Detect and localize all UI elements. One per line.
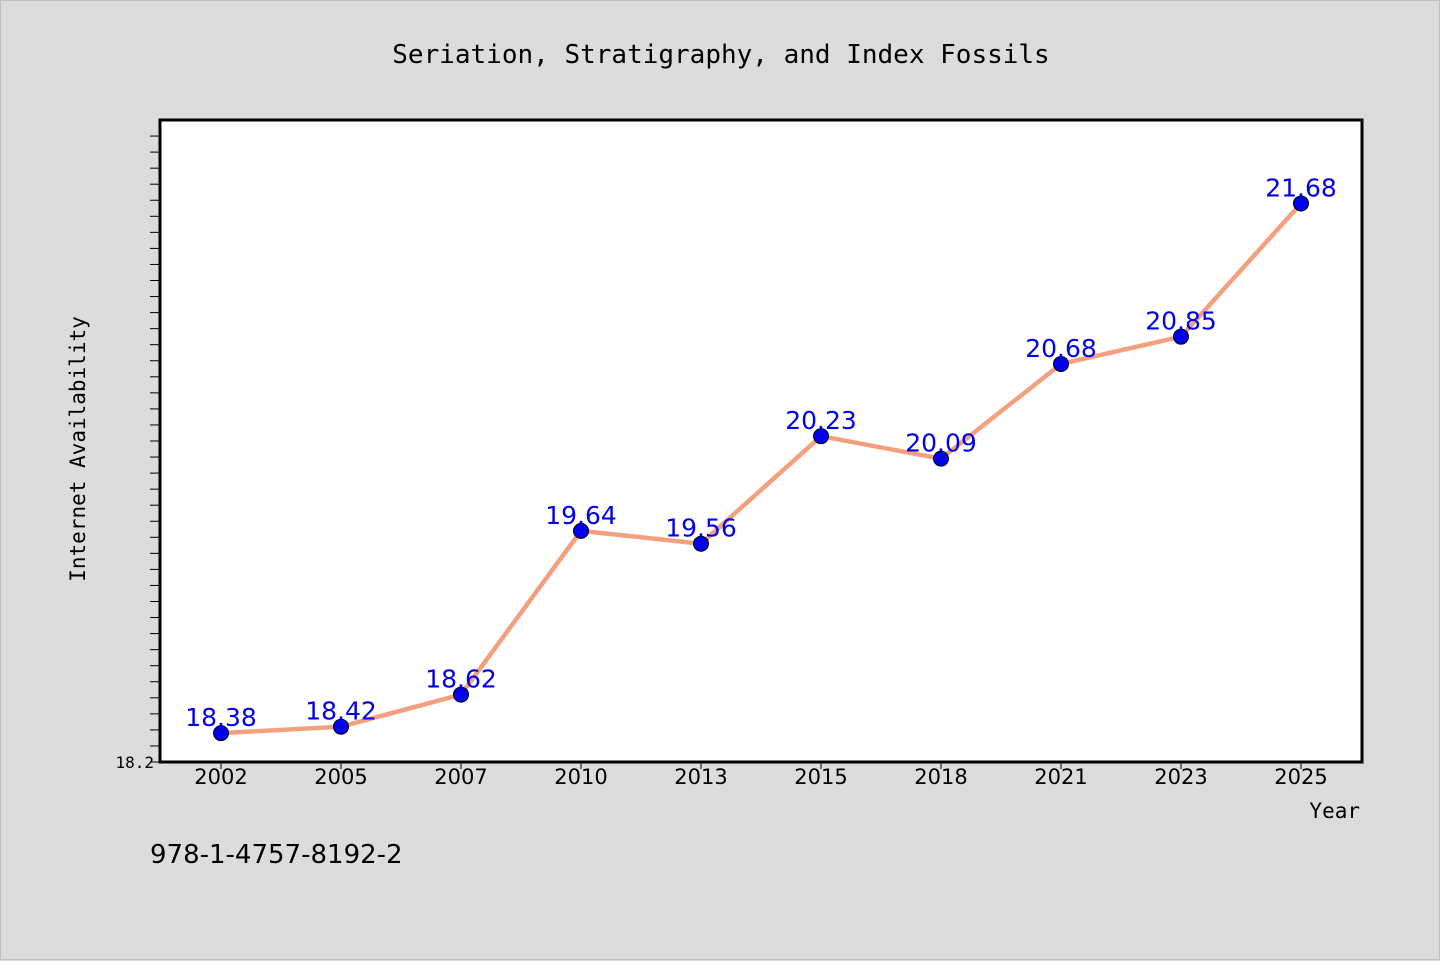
- data-point: [813, 428, 829, 445]
- data-label: 20.23: [785, 406, 857, 435]
- data-label: 20.68: [1025, 334, 1097, 363]
- series-layer: [213, 195, 1309, 742]
- data-point: [573, 522, 589, 539]
- x-tick-label: 2018: [914, 765, 967, 789]
- x-tick-label: 2013: [674, 765, 727, 789]
- isbn-text: 978-1-4757-8192-2: [150, 840, 403, 870]
- data-point: [1293, 195, 1309, 212]
- x-axis-label: Year: [1309, 799, 1360, 823]
- x-tick-label: 2005: [314, 765, 367, 789]
- data-point: [333, 718, 349, 735]
- data-label: 19.56: [665, 514, 737, 543]
- data-label: 18.38: [185, 703, 257, 732]
- x-tick-label: 2025: [1274, 765, 1327, 789]
- y-tick-label: 18.2: [115, 753, 154, 772]
- y-axis-ticks: 18.2: [115, 135, 160, 772]
- data-label: 20.09: [905, 429, 977, 458]
- x-tick-label: 2007: [434, 765, 487, 789]
- data-label: 18.62: [425, 665, 497, 694]
- data-label: 19.64: [545, 501, 617, 530]
- data-label: 21.68: [1265, 173, 1337, 202]
- x-tick-label: 2002: [194, 765, 247, 789]
- x-tick-label: 2021: [1034, 765, 1087, 789]
- data-labels-layer: 18.38 18.42 18.62 19.64 19.56 20.23 20.09 20.68…: [185, 173, 1337, 732]
- data-point: [693, 535, 709, 552]
- data-point: [453, 686, 469, 703]
- x-tick-label: 2015: [794, 765, 847, 789]
- data-point: [213, 725, 229, 742]
- data-point: [1053, 355, 1069, 372]
- data-label: 18.42: [305, 697, 377, 726]
- data-label: 20.85: [1145, 307, 1217, 336]
- x-axis-ticks: 2002 2005 2007 2010 2013 2015 2018 2021 2023 2025: [194, 762, 1328, 789]
- data-point: [1173, 328, 1189, 345]
- x-tick-label: 2010: [554, 765, 607, 789]
- y-axis-label: Internet Availability: [66, 316, 90, 582]
- data-point: [933, 450, 949, 467]
- chart-title: Seriation, Stratigraphy, and Index Fossi…: [392, 40, 1049, 70]
- series-line: [218, 201, 1304, 736]
- x-tick-label: 2023: [1154, 765, 1207, 789]
- plot-area: [158, 118, 1364, 764]
